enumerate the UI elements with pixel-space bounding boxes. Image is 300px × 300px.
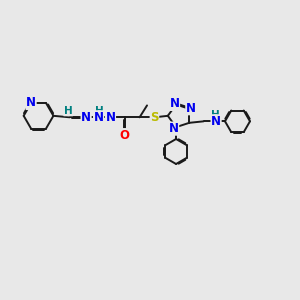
Text: N: N [169, 98, 180, 110]
Text: S: S [150, 111, 159, 124]
Text: N: N [169, 122, 179, 135]
Text: N: N [26, 96, 36, 110]
Text: N: N [81, 111, 91, 124]
Text: N: N [186, 102, 196, 115]
Text: H: H [212, 110, 220, 120]
Text: H: H [95, 106, 103, 116]
Text: N: N [106, 111, 116, 124]
Text: N: N [94, 111, 103, 124]
Text: N: N [211, 115, 221, 128]
Text: H: H [64, 106, 73, 116]
Text: O: O [120, 129, 130, 142]
